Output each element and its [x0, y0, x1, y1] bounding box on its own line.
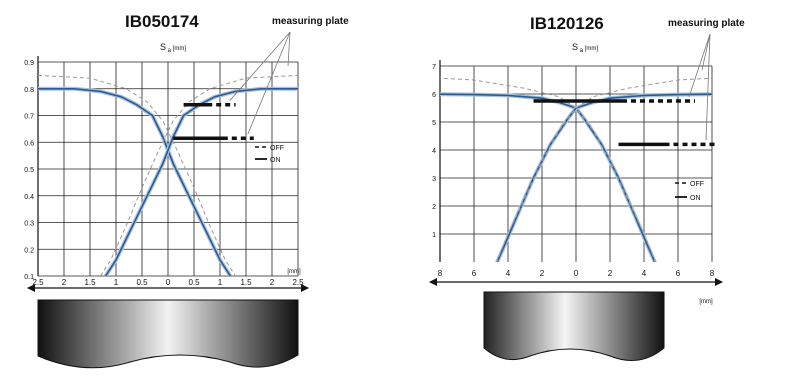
- chart-1-x-label: [mm]: [287, 269, 301, 275]
- chart-1-x-tick: 2: [270, 278, 275, 287]
- chart-2-x-tick: 8: [438, 269, 443, 278]
- chart-1-y-tick: 0.2: [24, 247, 34, 254]
- chart-1-plate-leader-1: [247, 31, 291, 135]
- chart-1-x-tick: 1: [114, 278, 119, 287]
- chart-1-legend: OFF ON: [255, 145, 284, 164]
- chart-2-series-off-3: [496, 77, 712, 262]
- chart-1-y-tick: 0.8: [24, 87, 34, 94]
- chart-1-legend-on-label: ON: [270, 157, 281, 164]
- chart-1-y-tick: 0.3: [24, 221, 34, 228]
- chart-1-plate-leader-0: [229, 31, 291, 102]
- chart-1-series-on-1: [104, 88, 298, 276]
- chart-2-x-tick: 0: [574, 269, 579, 278]
- chart-1-y-tick: 0.6: [24, 140, 34, 147]
- chart-2-x-tick: 4: [506, 269, 511, 278]
- chart-2-x-tick: 2: [540, 269, 545, 278]
- chart-1-x-tick: 2.5: [32, 278, 44, 287]
- chart-1-y-tick: 0.1: [24, 274, 34, 281]
- chart-2-series-on-1: [496, 93, 712, 262]
- chart-2-legend: OFF ON: [675, 181, 704, 202]
- chart-2-y-tick: 5: [432, 120, 436, 127]
- chart-2-x-tick: 4: [642, 269, 647, 278]
- chart-2-curves: [440, 77, 712, 262]
- chart-2-y-tick: 4: [432, 148, 436, 155]
- chart-2-y-tick: 6: [432, 92, 436, 99]
- chart-2-plate-leader-1: [705, 33, 711, 141]
- chart-1-x-tick: 2: [62, 278, 67, 287]
- chart-2-legend-off-label: OFF: [690, 181, 704, 188]
- chart-2-y-tick: 7: [432, 64, 436, 71]
- chart-2: 7 6 5 4 3 2 1 8 6 4 2 0 2 4 6 8 [mm] S a [mm] OFF ON: [429, 33, 723, 305]
- chart-2-plate-leader-0: [688, 33, 711, 98]
- chart-1-series-on-halo-0: [38, 86, 233, 276]
- chart-1-y-tick: 0.5: [24, 167, 34, 174]
- chart-2-plate-leader-top: [701, 33, 711, 71]
- chart-1-y-tick: 0.7: [24, 114, 34, 121]
- chart-2-y-label: S a [mm]: [572, 42, 598, 54]
- chart-1-series-on-halo-1: [103, 86, 298, 276]
- chart-2-target-plate: [483, 291, 665, 361]
- chart-1-plate-leader-top: [287, 31, 291, 67]
- chart-1-x-tick: 0.5: [188, 278, 200, 287]
- chart-2-x-tick: 8: [710, 269, 715, 278]
- chart-2-title: IB120126: [530, 14, 604, 33]
- chart-1-y-tick: 0.4: [24, 194, 34, 201]
- chart-1-x-tick: 1: [218, 278, 223, 287]
- chart-2-y-tick: 1: [432, 232, 436, 239]
- chart-1-y-tick: 0.9: [24, 60, 34, 67]
- chart-1-x-tick: 0.5: [136, 278, 148, 287]
- chart-2-plate-label: measuring plate: [668, 18, 745, 29]
- chart-2-x-tick: 2: [608, 269, 613, 278]
- chart-1-title: IB050174: [125, 12, 199, 31]
- chart-1-y-label: S a [mm]: [160, 42, 186, 54]
- chart-1-curves: [38, 74, 298, 276]
- chart-1-target-plate: [37, 299, 299, 369]
- chart-1: 0.90.80.70.60.50.40.30.20.12.5 2 1.5 1 0.5 0 0…: [24, 31, 309, 292]
- chart-2-series-on-0: [440, 93, 656, 262]
- chart-1-x-tick: 1.5: [84, 278, 96, 287]
- chart-1-series-off-2: [38, 74, 237, 276]
- chart-2-y-tick: 2: [432, 204, 436, 211]
- chart-2-x-tick: 6: [472, 269, 477, 278]
- chart-1-plate-label: measuring plate: [272, 16, 349, 27]
- chart-1-legend-off-label: OFF: [270, 145, 284, 152]
- chart-1-x-tick: 2.5: [292, 278, 304, 287]
- chart-1-x-tick: 0: [166, 278, 171, 287]
- chart-2-x-label: [mm]: [699, 299, 713, 305]
- chart-2-y-tick: 3: [432, 176, 436, 183]
- chart-1-series-on-0: [38, 88, 232, 276]
- chart-2-legend-on-label: ON: [690, 195, 701, 202]
- chart-2-x-tick: 6: [676, 269, 681, 278]
- chart-1-series-off-3: [99, 74, 298, 276]
- chart-2-series-off-2: [440, 77, 656, 262]
- chart-1-x-tick: 1.5: [240, 278, 252, 287]
